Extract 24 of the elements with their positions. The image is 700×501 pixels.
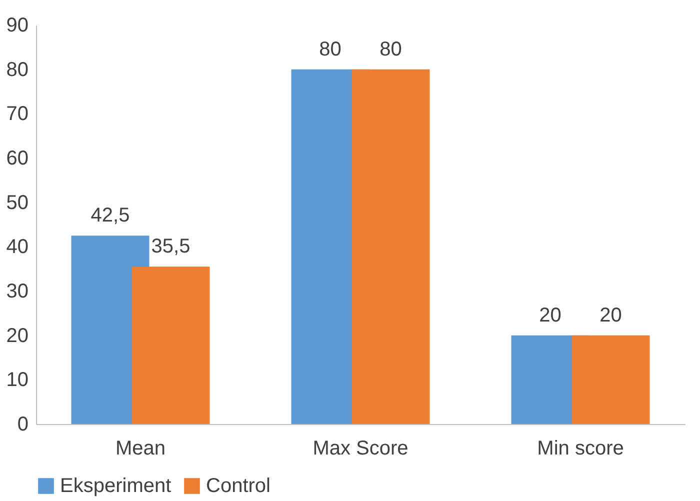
- y-tick-label: 40: [6, 236, 28, 258]
- x-tick-label: Max Score: [312, 438, 408, 460]
- data-label: 80: [319, 38, 342, 60]
- data-label: 20: [600, 304, 622, 326]
- data-label: 42,5: [90, 204, 130, 227]
- data-label: 80: [380, 38, 402, 60]
- legend-label: Eksperiment: [60, 475, 172, 497]
- y-tick-label: 0: [17, 414, 28, 436]
- x-tick-label: Mean: [115, 438, 166, 460]
- bar: [352, 69, 430, 424]
- y-tick-label: 20: [6, 324, 28, 347]
- y-tick-label: 70: [6, 103, 28, 126]
- x-tick-label: Min score: [537, 438, 624, 460]
- data-label: 35,5: [151, 236, 190, 258]
- y-tick-label: 10: [6, 369, 28, 392]
- legend-label: Control: [206, 475, 270, 497]
- y-tick-label: 80: [6, 58, 28, 81]
- y-tick-label: 30: [6, 280, 28, 302]
- bar: [572, 335, 650, 424]
- y-tick-label: 50: [6, 192, 28, 214]
- y-tick-label: 60: [6, 148, 28, 170]
- bar: [132, 266, 210, 424]
- data-label: 20: [539, 304, 562, 326]
- y-tick-label: 90: [6, 14, 28, 36]
